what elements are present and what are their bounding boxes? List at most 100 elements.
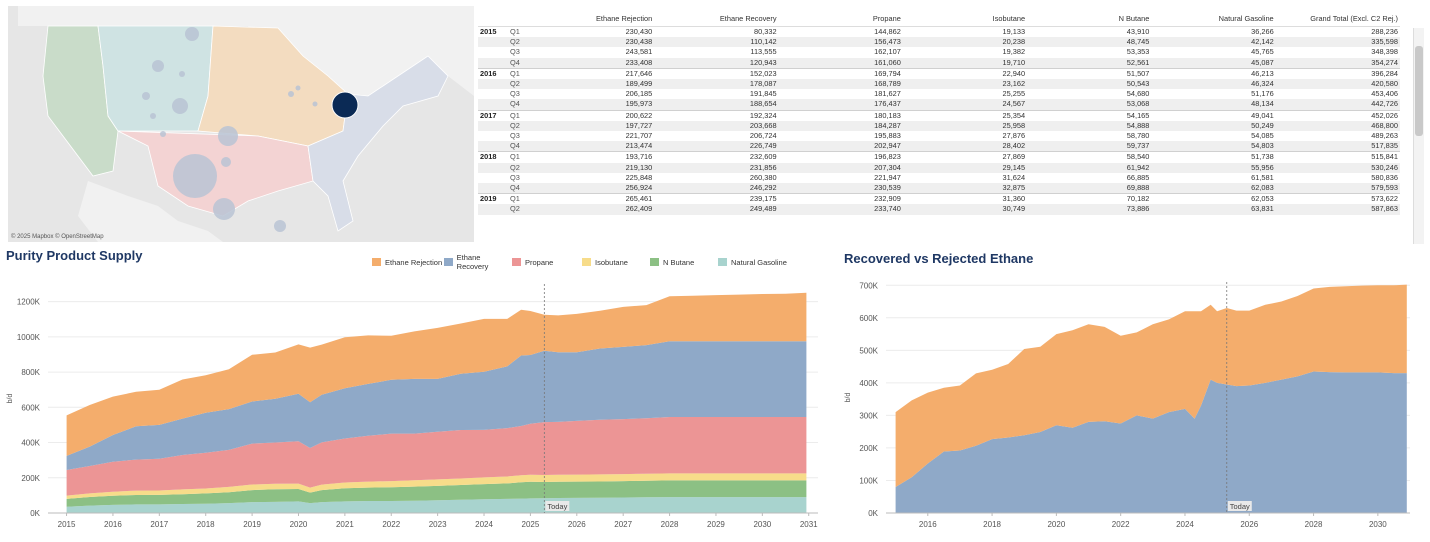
- bubble[interactable]: [185, 27, 199, 41]
- value-cell: 54,165: [1027, 109, 1152, 121]
- col-header-ethane-rejection[interactable]: Ethane Rejection: [530, 12, 655, 27]
- table-scrollbar[interactable]: [1413, 28, 1424, 244]
- col-header-natural-gasoline[interactable]: Natural Gasoline: [1151, 12, 1276, 27]
- y-tick-label: 0K: [868, 509, 878, 518]
- legend-label: Propane: [525, 257, 554, 267]
- value-cell: 162,107: [874, 47, 901, 57]
- legend-item[interactable]: Propane: [512, 253, 582, 271]
- padd1-east-coast[interactable]: [307, 55, 449, 232]
- value-cell: 49,041: [1151, 109, 1276, 121]
- bubble[interactable]: [150, 113, 156, 119]
- table-row[interactable]: Q3 206,185 191,845 181,627 25,255 54,680 51,17…: [478, 89, 1400, 99]
- bubble[interactable]: [221, 157, 231, 167]
- bubble[interactable]: [142, 92, 150, 100]
- table-row[interactable]: 2016 Q1 217,646 152,023 169,794 22,940 51,507 4…: [478, 67, 1400, 80]
- padd-map[interactable]: © 2025 Mapbox © OpenStreetMap: [8, 6, 474, 242]
- bubble[interactable]: [274, 220, 286, 232]
- table-row[interactable]: Q4 256,924 246,292 230,539 32,875 69,888 62,08…: [478, 183, 1400, 194]
- bubble[interactable]: [152, 60, 164, 72]
- bubble[interactable]: [160, 131, 166, 137]
- table-row[interactable]: 2019 Q1 265,461 239,175 232,909 31,360 70,182 6…: [478, 193, 1400, 205]
- value-cell: 120,943: [654, 57, 779, 69]
- bubble[interactable]: [288, 91, 294, 97]
- x-tick-label: 2029: [707, 520, 725, 529]
- table-row[interactable]: 2017 Q1 200,622 192,324 180,183 25,354 54,165 4…: [478, 109, 1400, 121]
- value-cell: 452,026: [1275, 109, 1400, 121]
- table-row[interactable]: Q2 219,130 231,856 207,304 29,145 61,942 55,95…: [478, 162, 1400, 173]
- value-cell: 61,581: [1251, 172, 1274, 182]
- year-cell: [478, 162, 508, 173]
- ethane-recovery-chart[interactable]: 0K 100K 200K 300K 400K 500K 600K 700K 2016 2018 20…: [838, 270, 1428, 540]
- legend-item[interactable]: Natural Gasoline: [718, 253, 798, 271]
- area-ethane-rejection[interactable]: [895, 284, 1407, 487]
- col-header-isobutane[interactable]: Isobutane: [902, 12, 1028, 27]
- area-isobutane[interactable]: [66, 473, 807, 499]
- area-ethane-rejection[interactable]: [66, 292, 807, 456]
- value-cell: 43,910: [1027, 26, 1152, 38]
- col-header-n-butane[interactable]: N Butane: [1027, 12, 1152, 27]
- bubble[interactable]: [173, 154, 217, 198]
- year-cell: 2018: [478, 151, 508, 163]
- legend-item[interactable]: Isobutane: [582, 253, 650, 271]
- value-cell: 45,087: [1151, 57, 1276, 69]
- marcellus-utica-bubble[interactable]: [331, 91, 359, 119]
- value-cell: 58,780: [1126, 131, 1150, 141]
- table-row[interactable]: 2015 Q1 230,430 80,332 144,862 19,133 43,910 36…: [478, 26, 1400, 38]
- table-row[interactable]: 2018 Q1 193,716 232,609 196,823 27,869 58,540 5…: [478, 151, 1400, 163]
- value-cell: 19,710: [902, 57, 1028, 69]
- table-scroll-thumb[interactable]: [1415, 46, 1423, 136]
- bubble[interactable]: [312, 101, 318, 107]
- table-row[interactable]: Q2 230,438 110,142 156,473 20,238 48,745 42,14…: [478, 37, 1400, 48]
- quarter-cell: Q2: [508, 162, 530, 173]
- table-row[interactable]: Q4 195,973 188,654 176,437 24,567 53,068 48,13…: [478, 99, 1400, 111]
- x-tick-label: 2018: [983, 520, 1001, 529]
- legend-item[interactable]: N Butane: [650, 253, 718, 271]
- y-tick-label: 400K: [21, 439, 40, 448]
- value-cell: 453,406: [1371, 89, 1398, 99]
- bubble[interactable]: [179, 71, 185, 77]
- area-ethane-recovery[interactable]: [895, 371, 1407, 514]
- x-tick-label: 2022: [1112, 520, 1130, 529]
- area-n-butane[interactable]: [66, 480, 807, 507]
- col-header-grand-total[interactable]: Grand Total (Excl. C2 Rej.): [1275, 12, 1400, 27]
- y-tick-label: 300K: [859, 411, 878, 420]
- bubble[interactable]: [213, 198, 235, 220]
- table-row[interactable]: Q3 221,707 206,724 195,883 27,876 58,780 54,08…: [478, 131, 1400, 141]
- year-cell: [478, 204, 508, 215]
- y-tick-label: 600K: [859, 314, 878, 323]
- bubble[interactable]: [172, 98, 188, 114]
- value-cell: 53,353: [1126, 47, 1150, 57]
- value-cell: 25,255: [1002, 89, 1026, 99]
- quarter-cell: Q1: [508, 151, 530, 163]
- table-row[interactable]: Q2 197,727 203,668 184,287 25,958 54,888 50,24…: [478, 120, 1400, 132]
- map-canvas[interactable]: [8, 6, 474, 242]
- table-row[interactable]: Q4 213,474 226,749 202,947 28,402 59,737 54,80…: [478, 141, 1400, 152]
- col-header-ethane-recovery[interactable]: Ethane Recovery: [654, 12, 779, 27]
- table-row[interactable]: Q2 189,499 178,087 168,789 23,162 50,543 46,32…: [478, 79, 1400, 90]
- table-row[interactable]: Q3 225,848 260,380 221,947 31,624 66,885 61,58…: [478, 173, 1400, 183]
- bubble[interactable]: [218, 126, 238, 146]
- legend-item[interactable]: Ethane Rejection: [372, 253, 444, 271]
- quarter-cell: Q2: [508, 204, 530, 215]
- table-row[interactable]: Q3 243,581 113,555 162,107 19,382 53,353 45,76…: [478, 47, 1400, 57]
- value-cell: 189,499: [530, 79, 655, 90]
- col-header-propane[interactable]: Propane: [778, 12, 903, 27]
- value-cell: 226,749: [654, 141, 779, 152]
- bubble[interactable]: [295, 85, 301, 91]
- area-ethane-recovery[interactable]: [66, 341, 807, 470]
- legend-label: N Butane: [663, 257, 695, 267]
- value-cell: 50,249: [1151, 120, 1276, 132]
- value-cell: 54,085: [1251, 131, 1274, 141]
- purity-supply-chart[interactable]: 0K 200K 400K 600K 800K 1000K 1200K 2015 2016 2017…: [0, 270, 830, 540]
- map-credit: © 2025 Mapbox © OpenStreetMap: [11, 234, 104, 240]
- mexico-land: [78, 181, 223, 242]
- table-row[interactable]: Q2 262,409 249,489 233,740 30,749 73,886 63,83…: [478, 204, 1400, 215]
- area-natural-gasoline[interactable]: [66, 497, 807, 513]
- value-cell: 213,474: [530, 141, 655, 152]
- supply-table[interactable]: Ethane Rejection Ethane Recovery Propane…: [478, 12, 1424, 244]
- table-row[interactable]: Q4 233,408 120,943 161,060 19,710 52,561 45,08…: [478, 57, 1400, 69]
- year-cell: [478, 37, 508, 48]
- legend-swatch: [372, 258, 381, 266]
- area-propane[interactable]: [66, 417, 807, 496]
- legend-item[interactable]: Ethane Recovery: [444, 253, 512, 271]
